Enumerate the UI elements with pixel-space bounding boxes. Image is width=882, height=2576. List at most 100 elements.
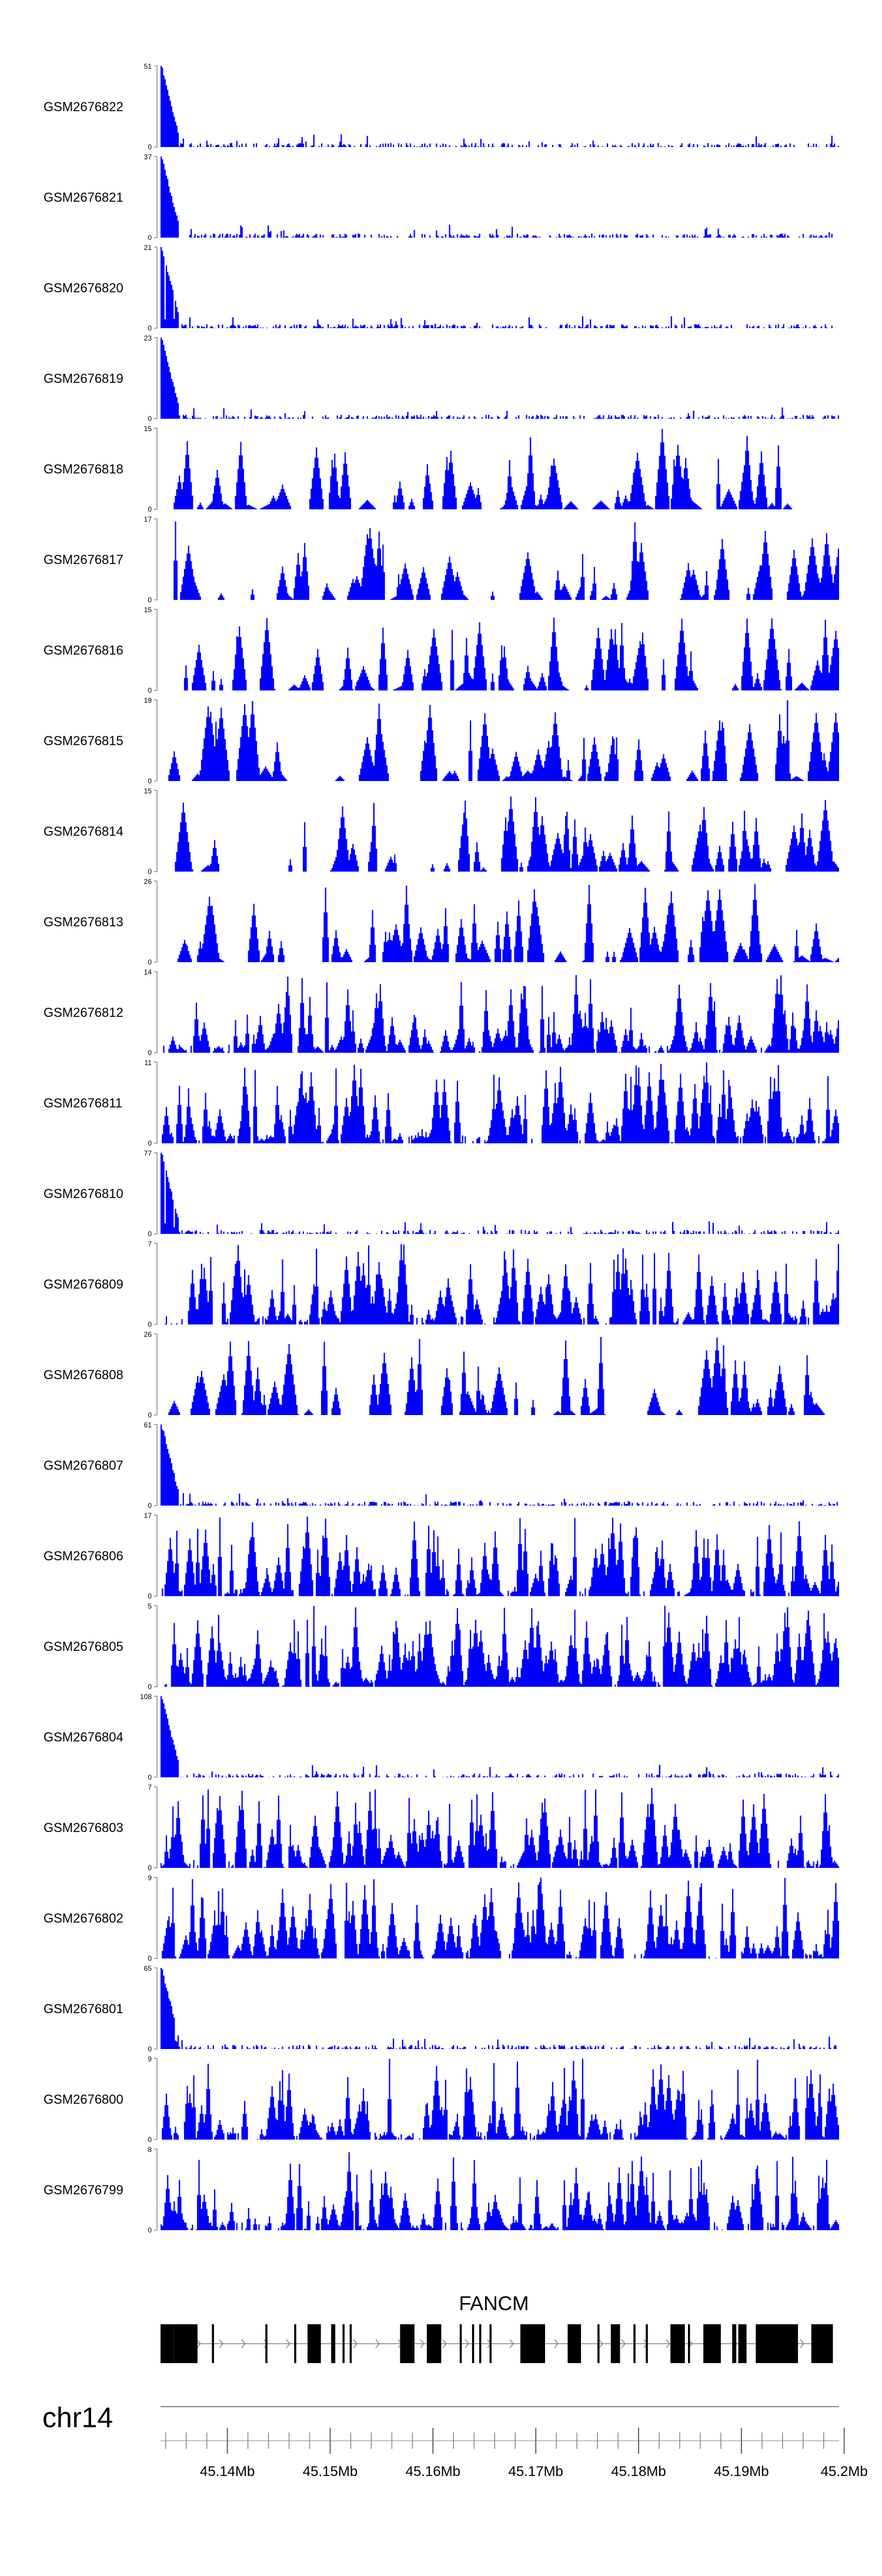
strand-arrow xyxy=(263,2339,268,2348)
coverage-tracks: GSM2676822510GSM2676821370GSM2676820210G… xyxy=(44,62,839,2234)
y-max-label: 14 xyxy=(144,968,152,976)
axis-tick-label: 45.2Mb xyxy=(821,2464,868,2480)
genome-axis-track: chr14 45.14Mb 45.15Mb 45.16Mb 45.17Mb 45.18Mb… xyxy=(42,2403,868,2480)
gene-exon xyxy=(646,2324,648,2363)
coverage-track-GSM2676821: GSM2676821 37 0 xyxy=(44,153,839,242)
strand-arrow xyxy=(442,2339,447,2348)
gene-exon xyxy=(426,2324,442,2363)
track-label: GSM2676808 xyxy=(44,1367,123,1382)
coverage-area-GSM2676814 xyxy=(161,796,839,872)
coverage-track-GSM2676809: GSM2676809 7 0 xyxy=(44,1240,839,1329)
coverage-area-GSM2676817 xyxy=(161,521,839,600)
coverage-area-GSM2676807 xyxy=(161,1424,839,1506)
coverage-track-GSM2676808: GSM2676808 26 0 xyxy=(44,1330,839,1419)
coverage-track-GSM2676817: GSM2676817 17 0 xyxy=(44,515,839,604)
coverage-area-GSM2676816 xyxy=(161,618,839,690)
strand-arrow xyxy=(286,2339,290,2348)
strand-arrow xyxy=(420,2339,425,2348)
y-zero-label: 0 xyxy=(148,1049,152,1057)
coverage-track-GSM2676802: GSM2676802 9 0 xyxy=(44,1874,839,1963)
coverage-area-GSM2676821 xyxy=(161,156,839,238)
coverage-area-GSM2676820 xyxy=(161,247,839,328)
gene-exon xyxy=(331,2324,336,2363)
coverage-area-GSM2676803 xyxy=(161,1788,839,1868)
track-label: GSM2676811 xyxy=(44,1096,122,1110)
y-max-label: 9 xyxy=(148,2055,152,2063)
y-max-label: 23 xyxy=(144,334,152,342)
gene-exon xyxy=(212,2324,214,2363)
coverage-track-GSM2676803: GSM2676803 7 0 xyxy=(44,1783,839,1872)
y-max-label: 9 xyxy=(148,1874,152,1882)
y-zero-label: 0 xyxy=(148,1501,152,1510)
axis-tick-label: 45.14Mb xyxy=(200,2464,255,2480)
gene-exon xyxy=(479,2324,482,2363)
axis-tick-label: 45.18Mb xyxy=(611,2464,666,2480)
gene-exon xyxy=(703,2324,721,2363)
track-label: GSM2676800 xyxy=(44,2092,123,2107)
coverage-area-GSM2676799 xyxy=(161,2152,839,2230)
y-zero-label: 0 xyxy=(148,143,152,151)
y-max-label: 7 xyxy=(148,1240,152,1248)
coverage-track-GSM2676819: GSM2676819 23 0 xyxy=(44,334,839,423)
y-zero-label: 0 xyxy=(148,777,152,785)
y-zero-label: 0 xyxy=(148,1139,152,1147)
y-max-label: 21 xyxy=(144,243,152,252)
coverage-track-GSM2676810: GSM2676810 77 0 xyxy=(44,1149,839,1238)
y-zero-label: 0 xyxy=(148,2045,152,2053)
gene-exon xyxy=(633,2324,636,2363)
track-label: GSM2676805 xyxy=(44,1639,123,1654)
track-label: GSM2676820 xyxy=(44,281,123,295)
y-zero-label: 0 xyxy=(148,686,152,695)
coverage-track-GSM2676800: GSM2676800 9 0 xyxy=(44,2055,839,2144)
y-zero-label: 0 xyxy=(148,1773,152,1781)
y-zero-label: 0 xyxy=(148,2226,152,2234)
gene-exon xyxy=(732,2324,737,2363)
strand-arrow xyxy=(219,2339,223,2348)
track-label: GSM2676819 xyxy=(44,371,123,386)
gene-name-label: FANCM xyxy=(459,2293,529,2315)
strand-arrow xyxy=(509,2339,514,2348)
gene-exon xyxy=(688,2324,690,2363)
y-zero-label: 0 xyxy=(148,2135,152,2144)
coverage-area-GSM2676808 xyxy=(161,1337,839,1415)
track-label: GSM2676818 xyxy=(44,462,123,476)
y-zero-label: 0 xyxy=(148,1683,152,1691)
axis-tick-label: 45.15Mb xyxy=(303,2464,358,2480)
track-label: GSM2676822 xyxy=(44,99,123,114)
gene-exon xyxy=(400,2324,415,2363)
y-max-label: 7 xyxy=(148,1783,152,1791)
gene-exon xyxy=(597,2324,600,2363)
gene-exon xyxy=(520,2324,545,2363)
y-max-label: 15 xyxy=(144,425,152,433)
y-max-label: 19 xyxy=(144,696,152,705)
coverage-area-GSM2676806 xyxy=(161,1516,839,1596)
coverage-area-GSM2676801 xyxy=(161,1968,839,2049)
coverage-track-GSM2676806: GSM2676806 17 0 xyxy=(44,1511,839,1600)
y-max-label: 26 xyxy=(144,877,152,886)
gene-exon xyxy=(567,2324,582,2363)
track-label: GSM2676815 xyxy=(44,733,123,748)
track-label: GSM2676814 xyxy=(44,824,123,839)
coverage-track-GSM2676816: GSM2676816 15 0 xyxy=(44,606,839,695)
gene-exon xyxy=(161,2324,174,2363)
strand-arrow xyxy=(375,2339,380,2348)
y-zero-label: 0 xyxy=(148,1411,152,1419)
coverage-area-GSM2676810 xyxy=(161,1153,839,1234)
coverage-track-GSM2676799: GSM2676799 8 0 xyxy=(44,2145,839,2234)
coverage-area-GSM2676811 xyxy=(161,1062,839,1143)
axis-tick-label: 45.17Mb xyxy=(508,2464,563,2480)
y-zero-label: 0 xyxy=(148,1864,152,1872)
track-label: GSM2676813 xyxy=(44,915,123,929)
strand-arrow xyxy=(241,2339,246,2348)
gene-exon xyxy=(459,2324,462,2363)
chromosome-label: chr14 xyxy=(42,2403,113,2434)
y-zero-label: 0 xyxy=(148,233,152,242)
coverage-track-GSM2676811: GSM2676811 11 0 xyxy=(44,1059,839,1147)
coverage-track-GSM2676805: GSM2676805 5 0 xyxy=(44,1602,839,1691)
track-label: GSM2676799 xyxy=(44,2183,123,2197)
coverage-track-GSM2676804: GSM2676804 108 0 xyxy=(44,1693,839,1781)
y-zero-label: 0 xyxy=(148,596,152,604)
coverage-area-GSM2676800 xyxy=(161,2058,839,2140)
y-zero-label: 0 xyxy=(148,415,152,423)
